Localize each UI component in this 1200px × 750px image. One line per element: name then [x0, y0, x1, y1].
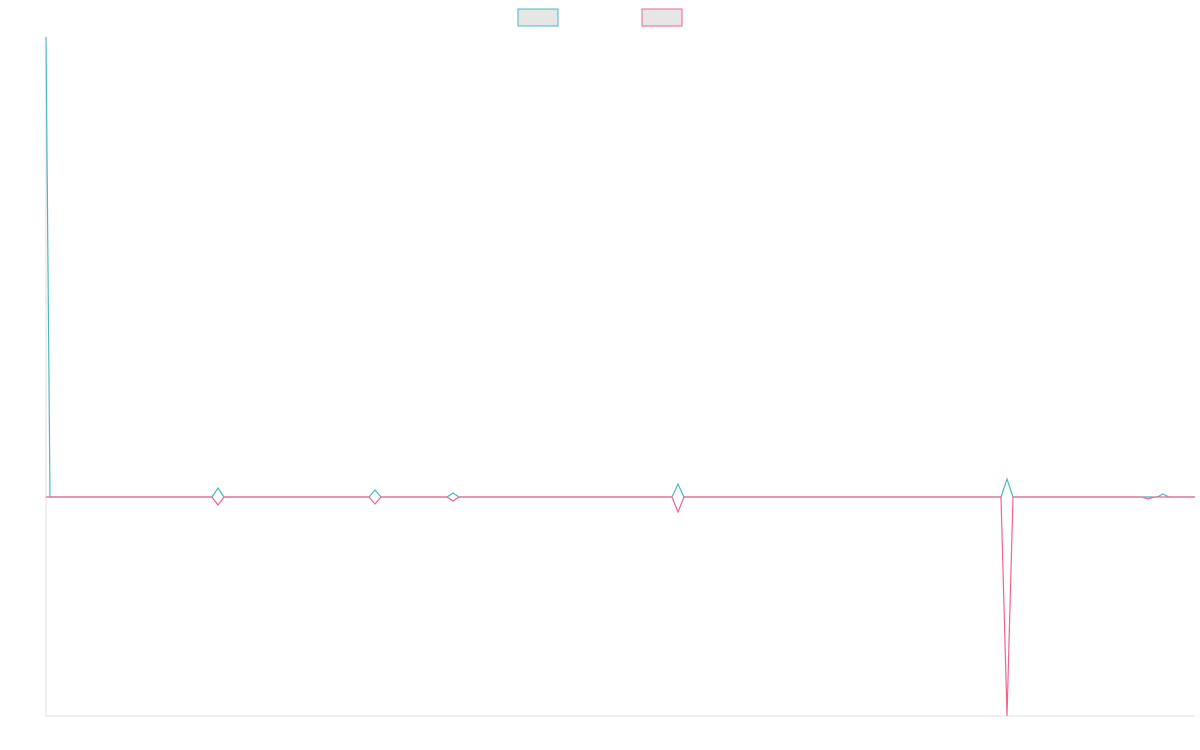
series-line — [45, 36, 1195, 498]
legend-swatch[interactable] — [641, 8, 683, 27]
series-line — [46, 496, 1195, 717]
legend-swatch[interactable] — [517, 8, 559, 27]
